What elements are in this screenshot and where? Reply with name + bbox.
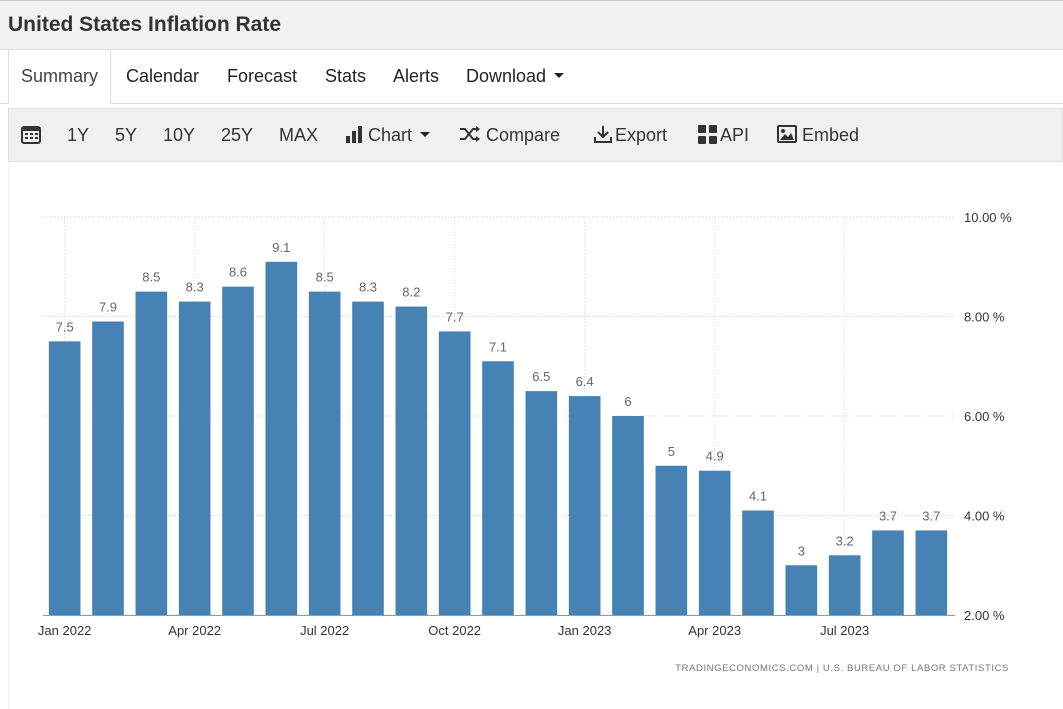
data-label: 6 xyxy=(624,394,631,409)
data-label: 8.2 xyxy=(402,285,420,300)
calendar-button[interactable] xyxy=(21,109,41,161)
bar xyxy=(828,555,861,615)
compare-label: Compare xyxy=(486,125,561,145)
data-label: 8.3 xyxy=(186,280,204,295)
range-10y-button[interactable]: 10Y xyxy=(163,125,196,145)
page-title: United States Inflation Rate xyxy=(8,13,282,36)
data-label: 8.5 xyxy=(142,270,160,285)
data-label: 7.1 xyxy=(489,339,507,354)
image-icon xyxy=(777,125,797,144)
x-tick-label: Oct 2022 xyxy=(428,623,481,638)
tab-download[interactable]: Download xyxy=(466,50,565,104)
y-tick-label: 10.00 % xyxy=(964,210,1012,225)
embed-button[interactable]: Embed xyxy=(777,109,859,161)
y-tick-label: 6.00 % xyxy=(964,409,1005,424)
x-tick-label: Jul 2022 xyxy=(300,623,349,638)
chart-type-label: Chart xyxy=(368,125,413,145)
bar xyxy=(438,331,471,615)
bar xyxy=(872,530,904,615)
bar-chart-icon xyxy=(346,126,362,144)
tab-summary[interactable]: Summary xyxy=(8,50,112,104)
bar xyxy=(525,391,558,615)
data-label: 8.3 xyxy=(359,280,377,295)
bar xyxy=(92,321,124,615)
y-tick-label: 2.00 % xyxy=(964,608,1005,623)
chart-area: 2.00 % 4.00 % 6.00 % 8.00 % 10.00 % 7.5 7.9 8.5… xyxy=(8,163,1063,709)
bar xyxy=(265,261,298,615)
tab-bar: Summary Calendar Forecast Stats Alerts D… xyxy=(0,50,1063,104)
x-tick-label: Jul 2023 xyxy=(820,623,869,638)
range-25y-button[interactable]: 25Y xyxy=(221,125,254,145)
x-tick-label: Jan 2023 xyxy=(558,623,612,638)
data-label: 7.9 xyxy=(99,299,117,314)
data-label: 7.5 xyxy=(56,319,74,334)
data-label: 3 xyxy=(798,543,805,558)
bar xyxy=(135,291,168,615)
x-tick-label: Apr 2023 xyxy=(688,623,741,638)
data-label: 3.2 xyxy=(836,533,854,548)
bar xyxy=(308,291,341,615)
data-label: 8.6 xyxy=(229,265,247,280)
bar xyxy=(222,286,254,615)
inflation-bar-chart: 2.00 % 4.00 % 6.00 % 8.00 % 10.00 % 7.5 7.9 8.5… xyxy=(38,210,1012,638)
data-label: 8.5 xyxy=(316,270,334,285)
x-tick-label: Apr 2022 xyxy=(168,623,221,638)
chevron-down-icon xyxy=(554,72,565,78)
bar xyxy=(178,301,211,615)
compare-button[interactable]: Compare xyxy=(459,109,560,161)
data-label: 3.7 xyxy=(922,508,940,523)
shuffle-icon xyxy=(460,126,480,143)
data-label: 4.9 xyxy=(706,449,724,464)
bar xyxy=(568,396,601,615)
tab-download-label: Download xyxy=(466,66,547,86)
chart-toolbar: 1Y 5Y 10Y 25Y MAX Chart Compare Export A… xyxy=(8,108,1063,162)
download-icon xyxy=(594,126,612,144)
bar xyxy=(352,301,384,615)
bar xyxy=(698,470,731,615)
tab-stats[interactable]: Stats xyxy=(325,66,367,86)
x-tick-label: Jan 2022 xyxy=(38,623,92,638)
tab-forecast[interactable]: Forecast xyxy=(227,66,298,86)
range-5y-button[interactable]: 5Y xyxy=(115,125,138,145)
bar xyxy=(48,341,81,615)
range-1y-button[interactable]: 1Y xyxy=(67,125,90,145)
bar xyxy=(482,361,514,615)
tab-calendar[interactable]: Calendar xyxy=(126,66,200,86)
data-label: 7.7 xyxy=(446,309,464,324)
bar xyxy=(395,306,428,615)
chart-source: TRADINGECONOMICS.COM | U.S. BUREAU OF LA… xyxy=(675,663,1009,674)
y-tick-label: 8.00 % xyxy=(964,310,1005,325)
data-label: 4.1 xyxy=(749,489,767,504)
data-label: 3.7 xyxy=(879,508,897,523)
bar xyxy=(742,510,774,615)
export-button[interactable]: Export xyxy=(593,109,667,161)
bar xyxy=(785,565,818,615)
range-max-button[interactable]: MAX xyxy=(279,125,319,145)
tab-alerts[interactable]: Alerts xyxy=(393,66,440,86)
bar xyxy=(915,530,948,615)
calendar-icon xyxy=(21,126,41,145)
bar xyxy=(612,416,644,615)
chevron-down-icon xyxy=(420,131,431,137)
api-label: API xyxy=(720,125,750,145)
chart-type-button[interactable]: Chart xyxy=(345,109,431,161)
data-label: 6.4 xyxy=(576,374,594,389)
embed-label: Embed xyxy=(802,125,860,145)
bar xyxy=(655,465,688,615)
api-button[interactable]: API xyxy=(698,109,749,161)
page-header: United States Inflation Rate xyxy=(0,0,1063,50)
data-label: 5 xyxy=(668,444,675,459)
data-label: 9.1 xyxy=(272,240,290,255)
export-label: Export xyxy=(615,125,668,145)
grid-icon xyxy=(698,124,717,144)
y-tick-label: 4.00 % xyxy=(964,509,1005,524)
data-label: 6.5 xyxy=(532,369,550,384)
